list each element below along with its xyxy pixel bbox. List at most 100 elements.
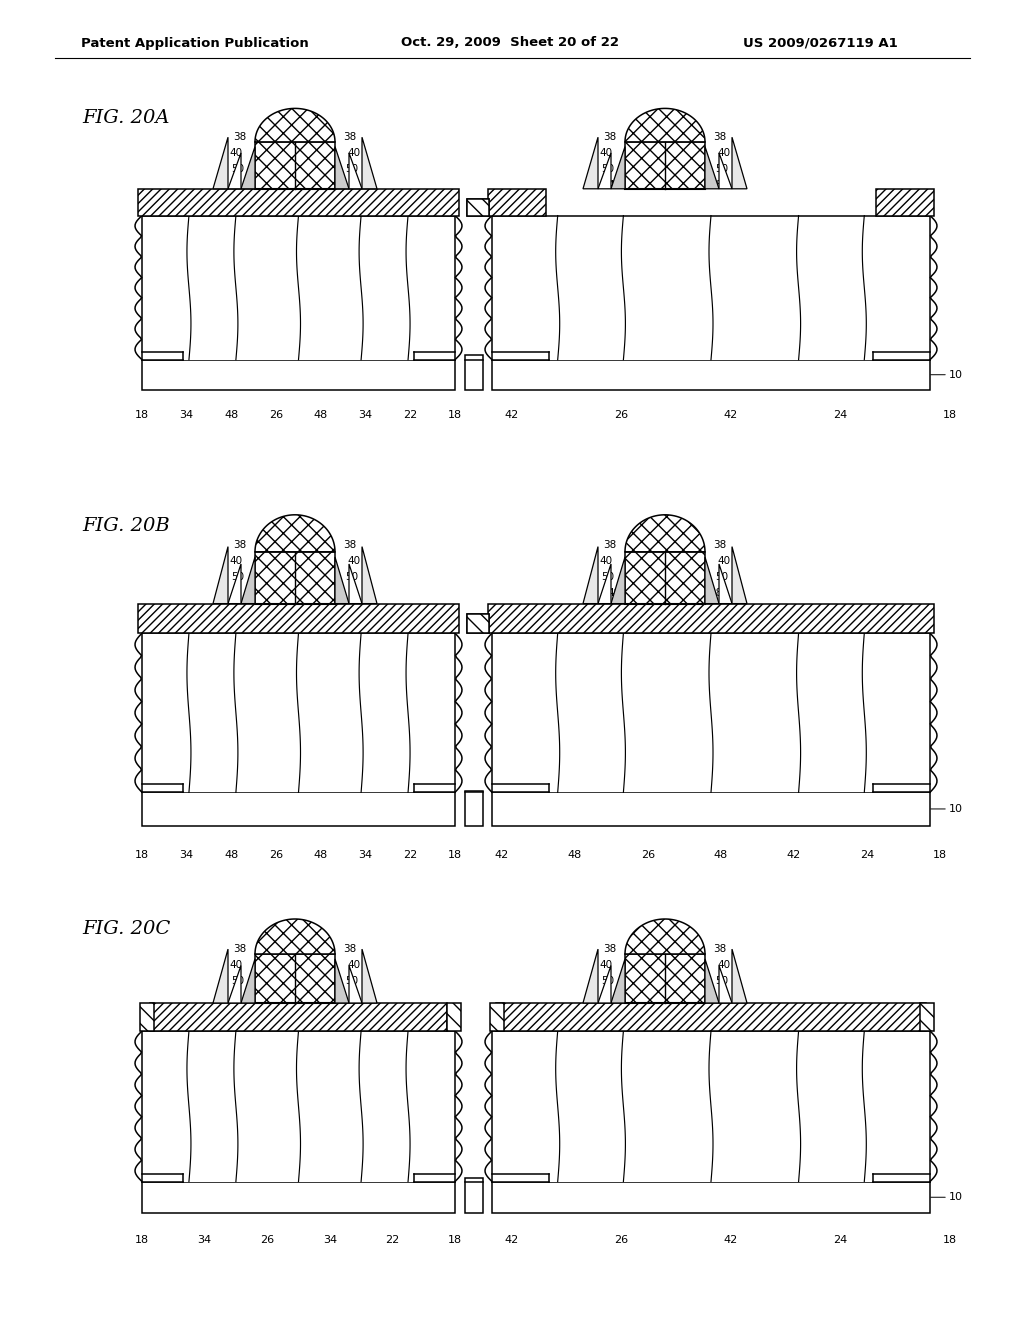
Polygon shape — [719, 965, 732, 1003]
Text: 40: 40 — [347, 557, 360, 566]
Text: 22: 22 — [403, 411, 418, 420]
Bar — [447, 1003, 461, 1031]
Text: 50: 50 — [601, 573, 614, 582]
Polygon shape — [705, 557, 719, 603]
Polygon shape — [349, 153, 362, 189]
Text: 42: 42 — [724, 411, 738, 420]
Text: 32: 32 — [669, 929, 682, 940]
Text: 40: 40 — [229, 557, 243, 566]
Polygon shape — [335, 557, 349, 603]
Text: 24: 24 — [834, 1236, 848, 1245]
Polygon shape — [732, 949, 746, 1003]
Bar — [467, 614, 489, 634]
Text: 50: 50 — [231, 165, 245, 174]
Bar — [142, 1181, 455, 1213]
Polygon shape — [255, 919, 335, 954]
Bar — [142, 634, 455, 792]
Text: 38: 38 — [714, 132, 727, 143]
Polygon shape — [228, 965, 241, 1003]
Polygon shape — [583, 137, 598, 189]
Text: 38: 38 — [343, 132, 356, 143]
Text: 48: 48 — [714, 850, 728, 861]
Text: Patent Application Publication: Patent Application Publication — [81, 37, 309, 49]
Text: 52: 52 — [492, 202, 506, 213]
Bar — [488, 189, 546, 215]
Bar — [150, 1003, 447, 1031]
Text: 18: 18 — [447, 850, 462, 861]
Text: FIG. 20B: FIG. 20B — [82, 517, 170, 535]
Bar — [465, 1177, 482, 1213]
Text: 26: 26 — [269, 411, 284, 420]
Polygon shape — [705, 958, 719, 1003]
Bar — [625, 954, 705, 1003]
Text: 48: 48 — [607, 181, 621, 190]
Polygon shape — [611, 557, 625, 603]
Text: 10: 10 — [949, 1192, 963, 1203]
Polygon shape — [241, 147, 255, 189]
Text: 30: 30 — [650, 119, 664, 128]
Polygon shape — [335, 958, 349, 1003]
Text: 38: 38 — [233, 540, 247, 550]
Text: 22: 22 — [385, 1236, 399, 1245]
Polygon shape — [241, 958, 255, 1003]
Text: 24: 24 — [860, 850, 874, 861]
Text: 52: 52 — [492, 619, 506, 630]
Text: 34: 34 — [179, 411, 194, 420]
Polygon shape — [583, 949, 598, 1003]
Polygon shape — [362, 137, 377, 189]
Bar — [467, 199, 489, 215]
Bar — [142, 215, 455, 359]
Bar — [138, 189, 459, 215]
Text: 50: 50 — [345, 165, 358, 174]
Bar — [467, 614, 489, 634]
Text: 50: 50 — [345, 573, 358, 582]
Bar — [138, 603, 459, 634]
Text: 30: 30 — [650, 929, 664, 940]
Text: 10: 10 — [949, 370, 963, 380]
Text: 26: 26 — [641, 850, 655, 861]
Polygon shape — [362, 949, 377, 1003]
Text: 30: 30 — [281, 119, 294, 128]
Text: 18: 18 — [933, 850, 947, 861]
Text: 48: 48 — [710, 181, 723, 190]
Text: 18: 18 — [135, 1236, 150, 1245]
Text: 32: 32 — [669, 119, 682, 128]
Text: 38: 38 — [343, 540, 356, 550]
Polygon shape — [611, 147, 625, 189]
Text: 18: 18 — [135, 411, 150, 420]
Polygon shape — [255, 515, 335, 552]
Polygon shape — [349, 965, 362, 1003]
Polygon shape — [625, 515, 705, 552]
Polygon shape — [228, 153, 241, 189]
Text: 34: 34 — [358, 850, 373, 861]
Bar — [142, 792, 455, 825]
Text: 40: 40 — [718, 148, 730, 158]
Text: 58: 58 — [895, 609, 909, 619]
Text: 30: 30 — [650, 527, 664, 536]
Text: 40: 40 — [347, 148, 360, 158]
Polygon shape — [335, 147, 349, 189]
Polygon shape — [255, 108, 335, 143]
Text: US 2009/0267119 A1: US 2009/0267119 A1 — [742, 37, 897, 49]
Polygon shape — [598, 564, 611, 603]
Bar — [492, 1181, 930, 1213]
Polygon shape — [213, 949, 228, 1003]
Text: 48: 48 — [224, 411, 239, 420]
Text: 34: 34 — [323, 1236, 337, 1245]
Text: 22: 22 — [403, 850, 418, 861]
Bar — [255, 954, 335, 1003]
Text: 40: 40 — [599, 960, 612, 970]
Polygon shape — [705, 147, 719, 189]
Text: 40: 40 — [718, 557, 730, 566]
Text: 60: 60 — [157, 1008, 171, 1018]
Polygon shape — [598, 153, 611, 189]
Polygon shape — [719, 564, 732, 603]
Text: 34: 34 — [358, 411, 373, 420]
Text: 50: 50 — [716, 975, 728, 986]
Text: 40: 40 — [718, 960, 730, 970]
Text: 38: 38 — [233, 944, 247, 954]
Text: 38: 38 — [343, 944, 356, 954]
Bar — [140, 1003, 154, 1031]
Text: 50: 50 — [716, 165, 728, 174]
Bar — [496, 1003, 926, 1031]
